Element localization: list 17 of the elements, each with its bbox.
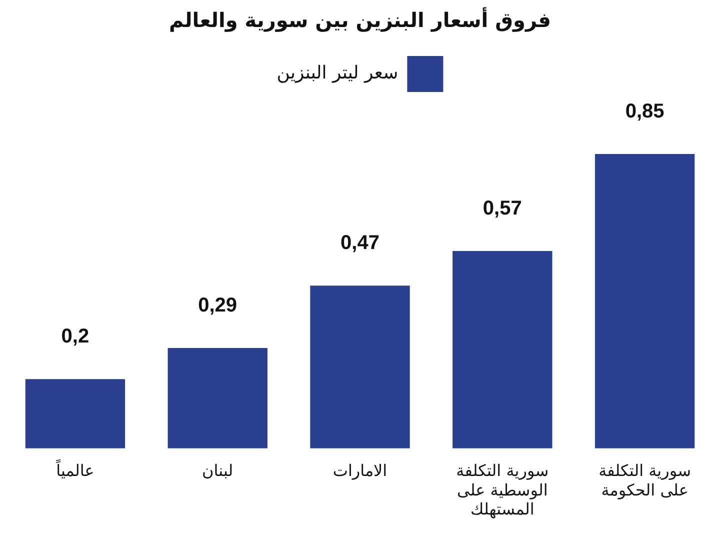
data-label: 0,29 <box>198 294 238 316</box>
data-label: 0,47 <box>340 232 380 254</box>
bar <box>452 250 552 448</box>
legend-label: سعر ليتر البنزين <box>276 62 398 84</box>
x-tick-label: عالمياً <box>55 458 94 480</box>
bar <box>310 286 410 448</box>
bar <box>594 154 695 448</box>
x-tick-label: سورية التكلفة الوسطية على المستهلك <box>456 461 549 519</box>
chart-title: فروق أسعار البنزين بين سورية والعالم <box>169 7 551 32</box>
x-tick-label: لبنان <box>202 461 234 480</box>
data-label: 0,57 <box>482 197 522 220</box>
x-tick-label: الامارات <box>332 461 388 480</box>
bar <box>25 379 126 448</box>
data-label: 0,2 <box>61 326 90 348</box>
x-tick-label: سورية التكلفة على الحكومة <box>598 461 692 500</box>
bar <box>168 348 268 448</box>
data-label: 0,85 <box>625 100 664 122</box>
